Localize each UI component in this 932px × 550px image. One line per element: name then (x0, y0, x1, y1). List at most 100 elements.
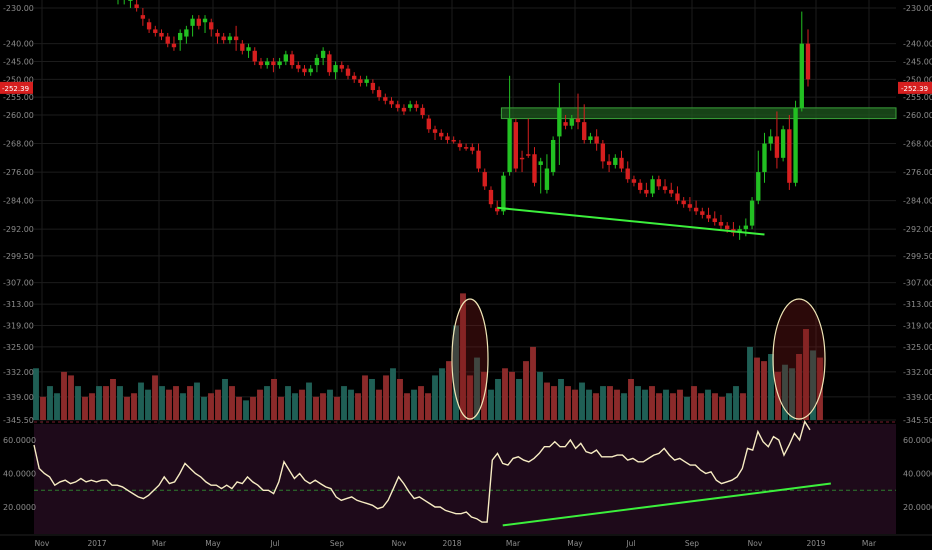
volume-bar (40, 396, 46, 420)
candle-body (644, 189, 649, 194)
candle-body (233, 36, 239, 41)
candle-body (171, 43, 177, 48)
volume-bar (89, 393, 95, 420)
annotations (451, 206, 826, 420)
candle-body (463, 147, 469, 149)
candle-body (656, 179, 661, 187)
volume-bar (621, 393, 627, 420)
candle-body (526, 154, 531, 156)
volume-bar (103, 386, 109, 420)
candle-body (196, 18, 201, 26)
resistance-zone (500, 107, 897, 120)
volume-bar (215, 389, 221, 420)
candle-body (389, 100, 394, 105)
candle-body (439, 132, 444, 137)
y-tick-label-right: -339.00 (903, 393, 932, 402)
volume-bar (47, 386, 53, 420)
candle-body (538, 161, 543, 165)
volume-bar (285, 386, 291, 420)
candle-body (650, 179, 655, 194)
volume-bar (817, 357, 823, 420)
candle-body (358, 79, 363, 83)
x-tick-label: Mar (506, 539, 521, 548)
volume-bar (320, 393, 326, 420)
volume-bar (54, 393, 60, 420)
candle-body (451, 139, 456, 142)
volume-bar (614, 389, 620, 420)
candle-body (662, 186, 668, 190)
candle-body (227, 36, 233, 41)
candle-body (296, 65, 301, 69)
volume-bar (68, 375, 74, 420)
candle-body (495, 207, 500, 212)
candle-body (501, 175, 506, 212)
candle-body (401, 107, 407, 112)
volume-bar (537, 371, 543, 420)
volume-bar (656, 393, 662, 420)
x-tick-label: 2018 (442, 539, 461, 548)
volume-bar (649, 386, 655, 420)
volume-bar (138, 382, 144, 420)
candle-body (681, 200, 686, 205)
y-tick-label-left: -332.00 (3, 368, 34, 377)
candle-body (507, 118, 512, 173)
volume-bar (684, 396, 690, 420)
volume-bar (96, 386, 102, 420)
volume-bar (348, 389, 354, 420)
volume-bar (250, 396, 256, 420)
candle-body (470, 147, 475, 151)
volume-bar (397, 378, 403, 420)
y-tick-label-right: -250.00 (903, 75, 932, 84)
x-tick-label: Mar (152, 539, 167, 548)
volume-bar (166, 389, 172, 420)
volume-bar (369, 378, 375, 420)
candle-body (246, 47, 251, 51)
candle-body (414, 104, 419, 108)
x-tick-label: Nov (392, 539, 407, 548)
candle-body (134, 4, 139, 8)
x-tick-label: Mar (862, 539, 877, 548)
indicator-tick-label-right: 60.0000 (903, 436, 932, 445)
volume-bar (677, 389, 683, 420)
candle-body (557, 107, 562, 137)
candle-body (407, 104, 413, 108)
x-tick-label: Jul (625, 539, 635, 548)
volume-bar (61, 371, 67, 420)
candle-body (780, 129, 786, 158)
candle-body (426, 118, 431, 130)
y-tick-label-right: -325.00 (903, 343, 932, 352)
candle-body (544, 168, 550, 190)
volume-bar (789, 368, 795, 420)
volume-bar (355, 393, 361, 420)
candle-body (582, 122, 587, 140)
y-tick-label-left: -307.00 (3, 279, 34, 288)
volume-bar (768, 354, 774, 420)
candle-body (345, 68, 351, 76)
candle-body (594, 136, 599, 144)
volume-bar (628, 378, 634, 420)
y-tick-label-left: -276.00 (3, 168, 34, 177)
candle-body (153, 29, 158, 33)
candle-body (799, 43, 804, 108)
y-axis-right: -230.00 -240.00 -245.00 -250.00 -255.00 -260.… (903, 4, 932, 512)
y-tick-label-left: -299.50 (3, 252, 34, 261)
y-tick-label-right: -255.00 (903, 93, 932, 102)
price-trendline (497, 206, 765, 236)
candle-body (575, 118, 581, 123)
y-tick-label-right: -292.00 (903, 225, 932, 234)
y-axis-left: -230.00 -240.00 -245.00 -250.00 -255.00 -260.… (3, 4, 36, 512)
candle-body (743, 225, 749, 230)
volume-bar (306, 382, 312, 420)
volume-bar (607, 386, 613, 420)
volume-bar (110, 378, 116, 420)
volume-bar (257, 389, 263, 420)
candle-body (749, 200, 755, 226)
candle-body (209, 22, 214, 30)
candle-body (252, 50, 257, 62)
candle-body (159, 32, 164, 37)
volume-bar (82, 396, 88, 420)
y-tick-label-left: -345.50 (3, 416, 34, 425)
candle-body (265, 61, 270, 66)
volume-bar (754, 357, 760, 420)
volume-bar (194, 382, 200, 420)
